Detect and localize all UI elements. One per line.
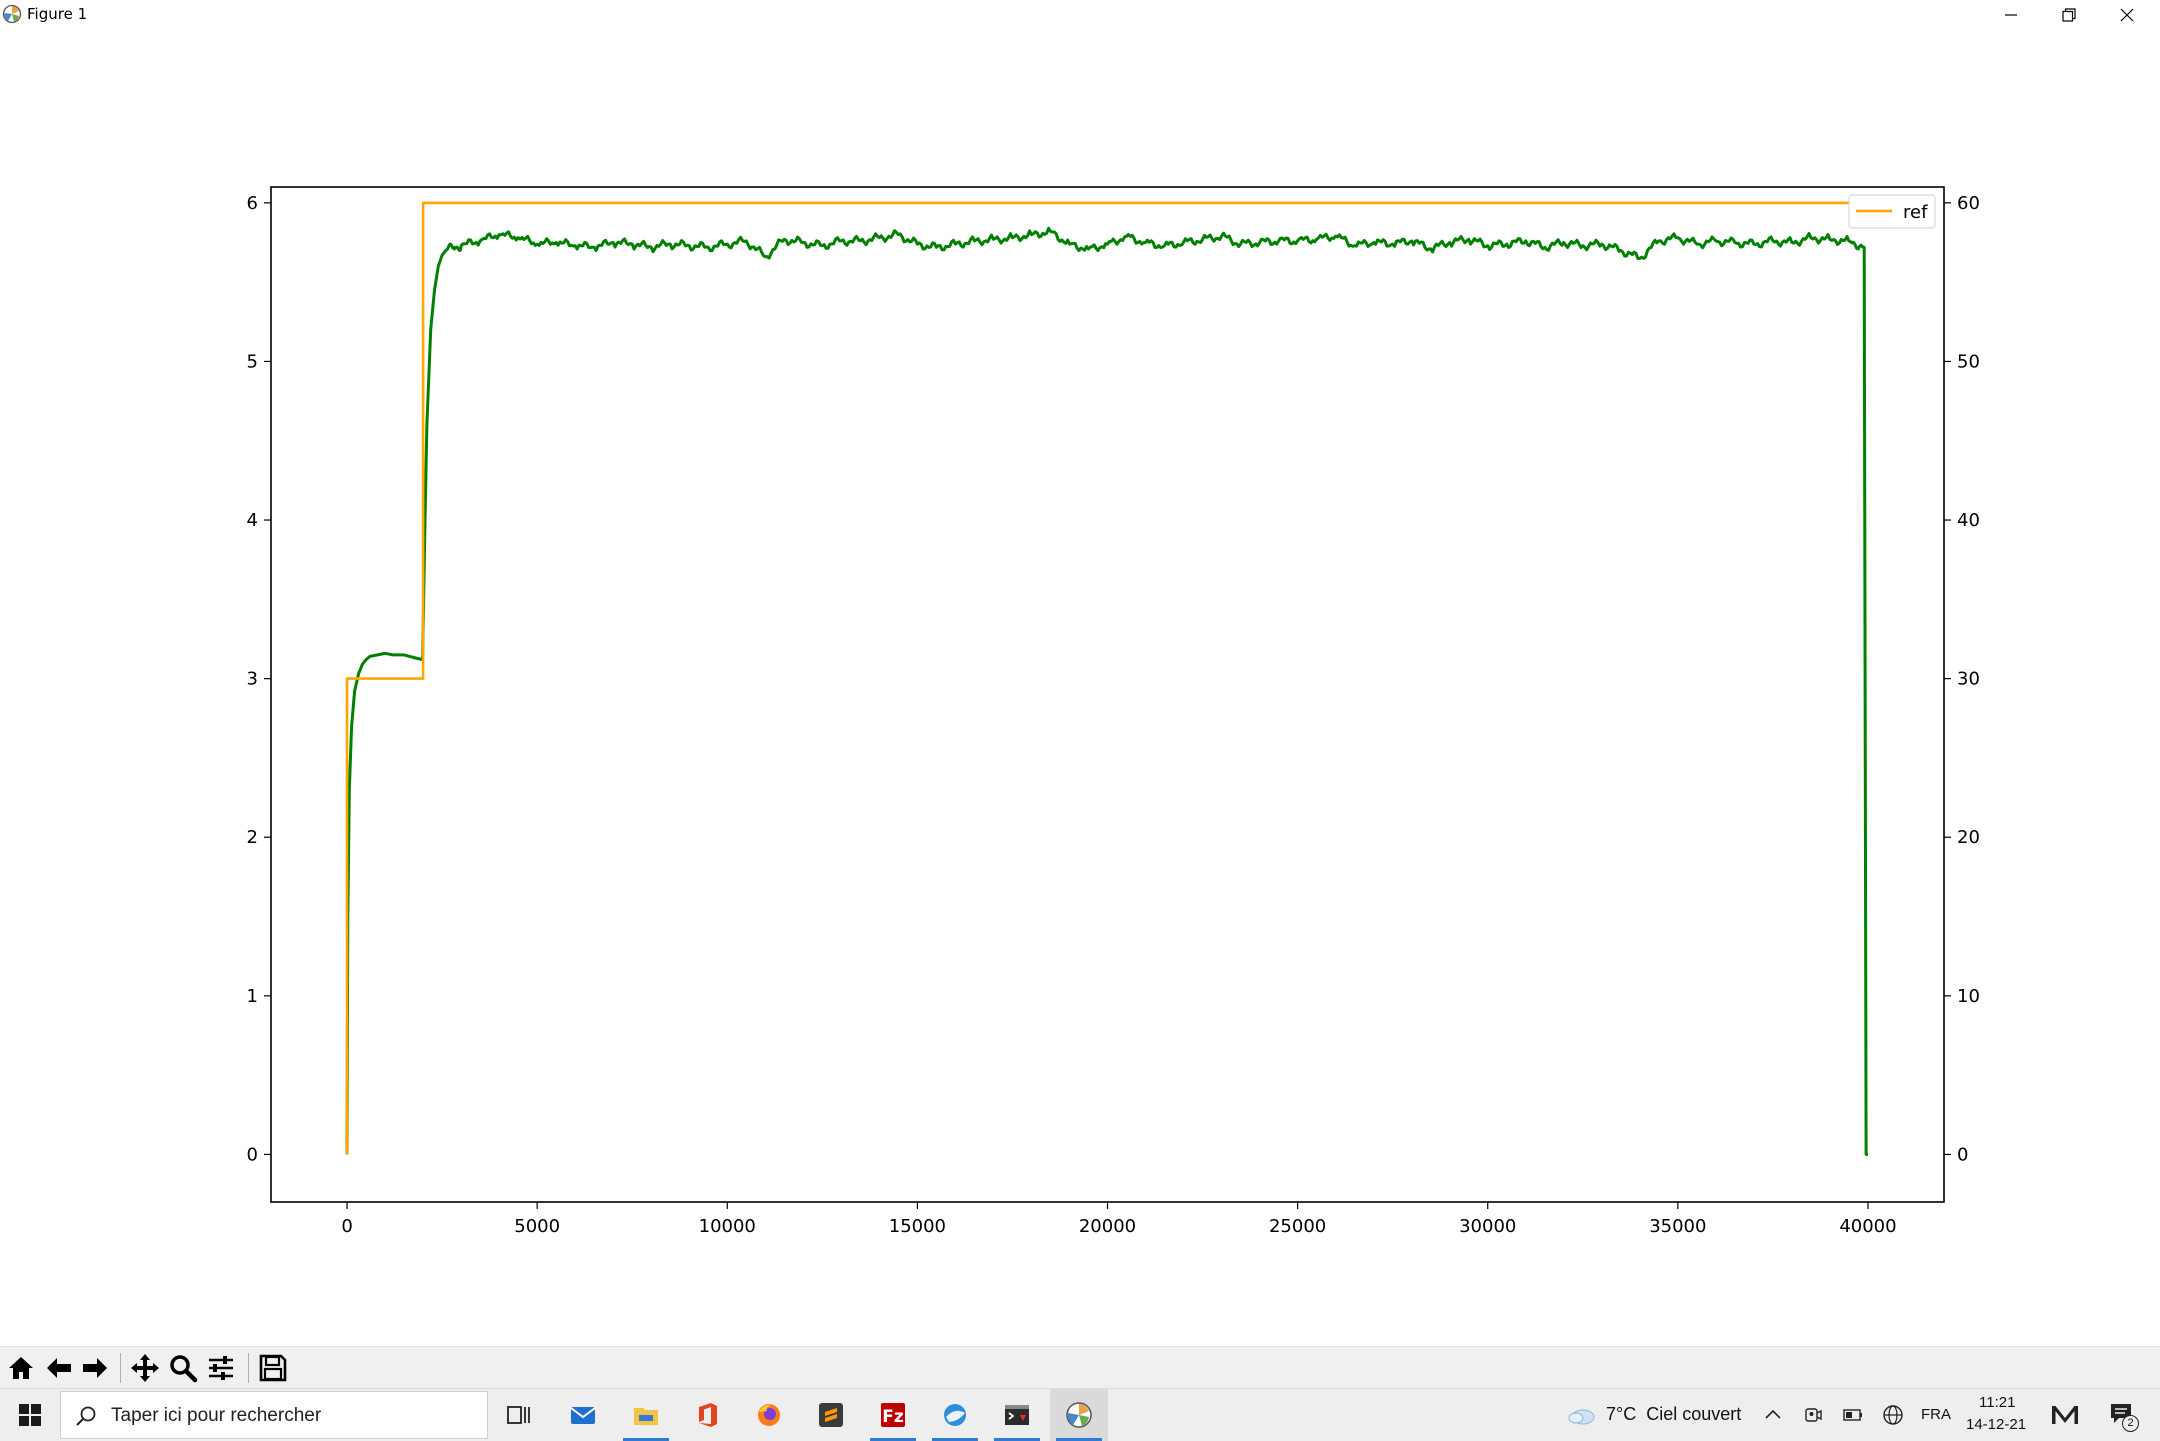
- y2-tick-label: 10: [1957, 986, 1980, 1007]
- pan-icon: [131, 1354, 159, 1382]
- sublime-text-app[interactable]: [802, 1389, 860, 1441]
- restore-button[interactable]: [2040, 0, 2098, 30]
- legend-label-ref: ref: [1903, 202, 1928, 223]
- save-button[interactable]: [256, 1351, 290, 1385]
- search-icon: [76, 1406, 96, 1426]
- input-language[interactable]: FRA: [1921, 1406, 1951, 1423]
- firefox-icon: [758, 1404, 780, 1426]
- zoom-button[interactable]: [166, 1351, 200, 1385]
- x-tick-label: 15000: [889, 1216, 946, 1237]
- y-tick-label: 4: [247, 510, 258, 531]
- y2-tick-label: 50: [1957, 351, 1980, 372]
- task-view-button[interactable]: [490, 1389, 548, 1441]
- mail-app[interactable]: [554, 1389, 612, 1441]
- x-tick-label: 35000: [1649, 1216, 1706, 1237]
- sublime-text-icon: [819, 1403, 843, 1427]
- y2-tick-label: 60: [1957, 193, 1980, 214]
- terminal-app[interactable]: [988, 1389, 1046, 1441]
- close-icon: [2120, 8, 2134, 22]
- legend: ref: [1848, 194, 1936, 229]
- x-tick-label: 20000: [1079, 1216, 1136, 1237]
- home-button[interactable]: [4, 1351, 38, 1385]
- matplotlib-icon: [1066, 1402, 1092, 1428]
- m-logo-icon[interactable]: [2050, 1403, 2080, 1427]
- y-tick-label: 3: [247, 669, 258, 690]
- y-tick-label: 6: [247, 193, 258, 214]
- y-tick-label: 1: [247, 986, 258, 1007]
- figure-canvas[interactable]: 0 5000 10000 15000 20000 25000 30000 35000 40000…: [0, 30, 2160, 1346]
- toolbar-separator: [248, 1353, 249, 1383]
- matplotlib-app-icon: [2, 4, 22, 24]
- filezilla-app[interactable]: Fz: [864, 1389, 922, 1441]
- start-button[interactable]: [0, 1389, 60, 1441]
- y-tick-label: 5: [247, 351, 258, 372]
- task-view-icon: [507, 1406, 530, 1424]
- toolbar-separator: [120, 1353, 121, 1383]
- office-app[interactable]: [679, 1389, 737, 1441]
- x-tick-label: 10000: [699, 1216, 756, 1237]
- x-tick-label: 30000: [1459, 1216, 1516, 1237]
- search-placeholder: Taper ici pour rechercher: [111, 1405, 322, 1426]
- browser-icon: [944, 1404, 966, 1426]
- filezilla-icon: Fz: [881, 1403, 905, 1427]
- y2-tick-label: 20: [1957, 827, 1980, 848]
- office-icon: [699, 1403, 717, 1427]
- axes-frame: [270, 186, 1945, 1203]
- y2-tick-label: 0: [1957, 1144, 1968, 1165]
- window-title: Figure 1: [27, 5, 88, 23]
- windows-logo-icon: [19, 1404, 41, 1426]
- zoom-icon: [170, 1355, 198, 1383]
- chevron-up-icon[interactable]: [1764, 1407, 1782, 1421]
- pan-button[interactable]: [128, 1351, 162, 1385]
- weather-text[interactable]: 7°C Ciel couvert: [1606, 1404, 1742, 1424]
- back-arrow-icon: [47, 1358, 71, 1378]
- battery-icon[interactable]: [1842, 1406, 1864, 1424]
- firefox-app[interactable]: [740, 1389, 798, 1441]
- window-title-bar: Figure 1: [0, 0, 2160, 30]
- x-tick-label: 5000: [514, 1216, 560, 1237]
- configure-icon: [209, 1356, 233, 1380]
- restore-icon: [2062, 8, 2076, 22]
- navigation-toolbar: [0, 1346, 2160, 1389]
- file-explorer-app[interactable]: [617, 1389, 675, 1441]
- clock-date[interactable]: 14-12-21: [1966, 1416, 2027, 1433]
- notification-center-button[interactable]: 2: [2109, 1401, 2141, 1432]
- notification-icon: [2111, 1404, 2131, 1423]
- minimize-button[interactable]: [1982, 0, 2040, 30]
- forward-arrow-icon: [83, 1358, 107, 1378]
- x-tick-label: 0: [341, 1216, 352, 1237]
- browser-app[interactable]: [926, 1389, 984, 1441]
- taskbar-search-box[interactable]: Taper ici pour rechercher: [60, 1391, 488, 1439]
- y-tick-label: 2: [247, 827, 258, 848]
- save-icon: [259, 1354, 287, 1382]
- minimize-icon: [2005, 14, 2017, 16]
- clock-time[interactable]: 11:21: [1979, 1394, 2016, 1411]
- windows-taskbar: Taper ici pour rechercher Fz 7°C Ciel co…: [0, 1388, 2160, 1441]
- series-line-ref: [345, 201, 1868, 1155]
- y-tick-label: 0: [247, 1144, 258, 1165]
- file-explorer-icon: [634, 1408, 658, 1425]
- line-chart: 0 5000 10000 15000 20000 25000 30000 35000 40000…: [247, 186, 1980, 1237]
- mail-icon: [570, 1407, 596, 1424]
- configure-subplots-button[interactable]: [204, 1351, 238, 1385]
- series-line-measured: [345, 226, 1868, 1156]
- x-tick-label: 25000: [1269, 1216, 1326, 1237]
- y2-tick-label: 30: [1957, 669, 1980, 690]
- terminal-icon: [1005, 1405, 1029, 1425]
- network-globe-icon[interactable]: [1882, 1404, 1904, 1426]
- forward-button[interactable]: [78, 1351, 112, 1385]
- home-icon: [9, 1357, 33, 1379]
- svg-text:Fz: Fz: [882, 1407, 904, 1427]
- back-button[interactable]: [42, 1351, 76, 1385]
- x-tick-label: 40000: [1839, 1216, 1896, 1237]
- close-button[interactable]: [2098, 0, 2156, 30]
- weather-cloud-icon: [1568, 1409, 1595, 1425]
- meet-now-icon[interactable]: [1803, 1404, 1823, 1426]
- notification-count-badge: 2: [2122, 1415, 2139, 1432]
- y2-tick-label: 40: [1957, 510, 1980, 531]
- matplotlib-figure-app[interactable]: [1050, 1389, 1108, 1441]
